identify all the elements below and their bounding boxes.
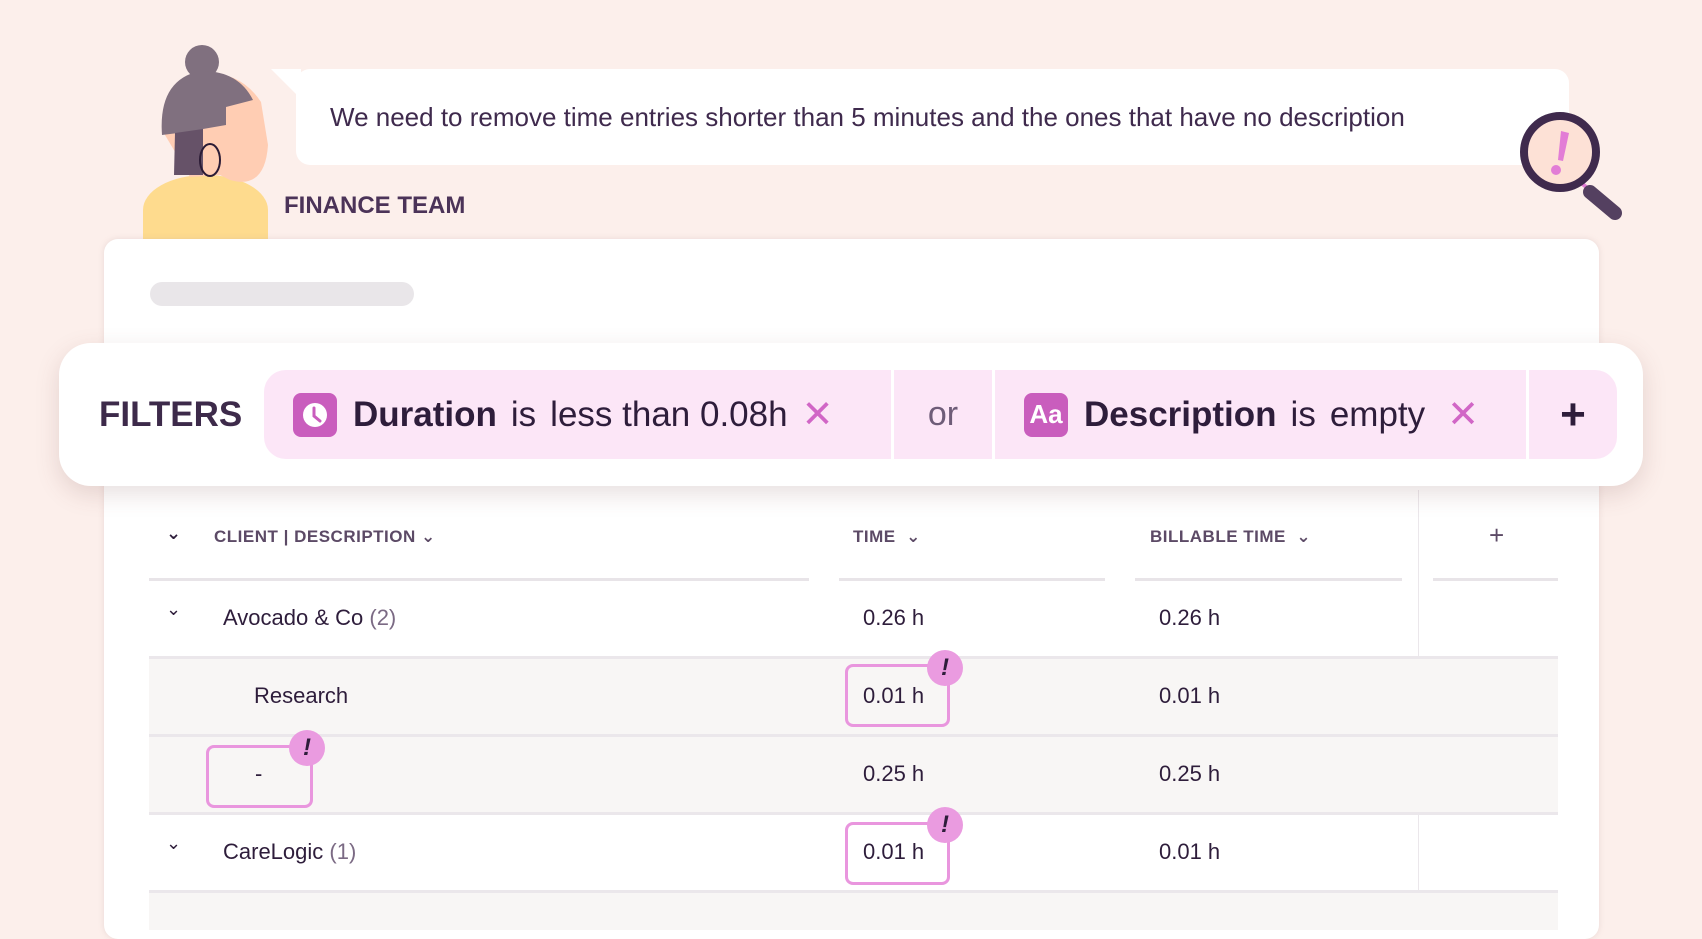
filter-value: empty — [1329, 394, 1426, 434]
client-name: Avocado & Co — [223, 605, 364, 630]
entry-count: (2) — [369, 605, 397, 630]
speech-bubble: We need to remove time entries shorter t… — [296, 69, 1569, 165]
remove-filter-icon[interactable]: ✕ — [1447, 394, 1479, 436]
clock-icon — [293, 392, 337, 437]
table-row-entry[interactable]: Research 0.01 h 0.01 h — [149, 656, 1558, 734]
chevron-down-icon: ⌄ — [421, 527, 436, 546]
chevron-down-icon: ⌄ — [906, 527, 921, 546]
expand-chevron-icon[interactable]: ⌄ — [166, 833, 182, 853]
text-aa-icon: Aa — [1024, 392, 1068, 437]
flag-box-short-duration — [845, 822, 950, 885]
client-cell: Avocado & Co (2) — [223, 605, 396, 631]
header-underline — [149, 578, 809, 581]
collapse-all-chevron-icon[interactable]: ⌄ — [166, 523, 182, 543]
header-underline — [839, 578, 1105, 581]
add-column-button[interactable]: + — [1489, 520, 1505, 550]
author-label: FINANCE TEAM — [284, 192, 466, 219]
filter-operator: is — [510, 394, 537, 434]
time-entries-table: ⌄ CLIENT | DESCRIPTION ⌄ TIME ⌄ BILLABLE… — [149, 490, 1558, 930]
magnifier-alert-icon — [1520, 112, 1622, 220]
client-cell: CareLogic (1) — [223, 839, 356, 865]
remove-filter-icon[interactable]: ✕ — [801, 394, 834, 436]
column-header-time[interactable]: TIME ⌄ — [853, 527, 921, 547]
alert-badge-icon: ! — [927, 807, 963, 843]
header-underline — [1135, 578, 1402, 581]
flag-box-short-duration — [845, 664, 950, 727]
avatar-illustration — [143, 45, 268, 240]
filter-value: less than 0.08h — [550, 394, 788, 434]
filter-field: Description — [1084, 394, 1277, 434]
billable-cell: 0.01 h — [1159, 839, 1221, 864]
add-filter-button[interactable]: + — [1529, 370, 1617, 459]
flag-box-empty-description — [206, 745, 313, 808]
description-cell: Research — [254, 683, 349, 708]
expand-chevron-icon[interactable]: ⌄ — [166, 599, 182, 619]
time-cell: 0.01 h — [863, 839, 925, 864]
filter-chip-description[interactable]: Aa Description is empty ✕ — [995, 370, 1526, 459]
alert-badge-icon: ! — [927, 650, 963, 686]
alert-badge-icon: ! — [289, 730, 325, 766]
filter-operator: is — [1290, 394, 1316, 434]
plus-icon: + — [1560, 389, 1586, 439]
table-row-group[interactable]: ⌄ Avocado & Co (2) 0.26 h 0.26 h — [149, 581, 1558, 659]
filters-label: FILTERS — [99, 395, 243, 434]
message-text: We need to remove time entries shorter t… — [330, 101, 1405, 132]
billable-cell: 0.25 h — [1159, 761, 1221, 786]
table-row-entry[interactable]: - 0.25 h 0.25 h — [149, 734, 1558, 812]
time-cell: 0.01 h — [863, 683, 925, 708]
header-text: BILLABLE TIME — [1150, 527, 1286, 546]
billable-cell: 0.26 h — [1159, 605, 1221, 630]
column-header-billable-time[interactable]: BILLABLE TIME ⌄ — [1150, 527, 1311, 547]
entry-count: (1) — [329, 839, 357, 864]
header-underline — [1433, 578, 1558, 581]
time-cell: 0.25 h — [863, 761, 925, 786]
time-cell: 0.26 h — [863, 605, 925, 630]
filter-chip-group: Duration is less than 0.08h ✕ or Aa Desc… — [264, 370, 1617, 459]
joiner-text: or — [927, 395, 959, 433]
filter-field: Duration — [353, 394, 497, 434]
filters-panel: FILTERS Duration is less than 0.08h ✕ or… — [59, 343, 1643, 486]
filter-chip-duration[interactable]: Duration is less than 0.08h ✕ — [264, 370, 891, 459]
table-row-group[interactable]: ⌄ CareLogic (1) 0.01 h 0.01 h — [149, 812, 1558, 890]
header-text: CLIENT | DESCRIPTION — [214, 527, 416, 546]
client-name: CareLogic — [223, 839, 324, 864]
table-row-partial — [149, 890, 1558, 930]
billable-cell: 0.01 h — [1159, 683, 1221, 708]
loading-placeholder-bar — [150, 282, 414, 306]
filter-joiner[interactable]: or — [894, 370, 992, 459]
description-cell: - — [255, 761, 263, 786]
chevron-down-icon: ⌄ — [1296, 527, 1312, 546]
header-text: TIME — [853, 527, 896, 546]
column-header-client-description[interactable]: CLIENT | DESCRIPTION ⌄ — [214, 527, 436, 547]
